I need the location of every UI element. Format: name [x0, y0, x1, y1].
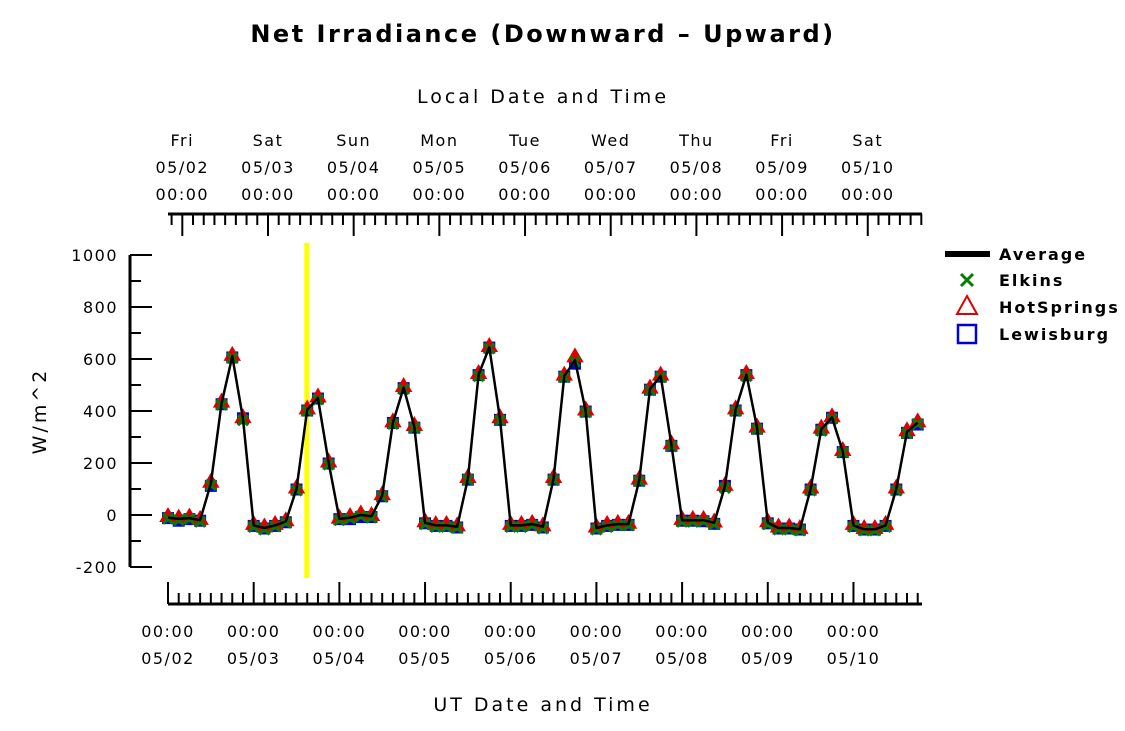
elkins-point — [761, 518, 774, 531]
elkins-point — [793, 524, 806, 537]
top-tick-day: Fri — [770, 131, 794, 150]
bottom-tick-date: 05/03 — [227, 649, 281, 668]
y-tick-label: 1000 — [71, 246, 118, 265]
top-tick-day: Thu — [678, 131, 714, 150]
top-axis: Fri 05/02 00:00 Sat 05/03 00:00 Sun 05/04 00:00 M… — [156, 131, 923, 236]
y-axis: -200 0 200 400 600 800 1000 — [71, 246, 152, 577]
bottom-tick-date: 05/04 — [313, 649, 367, 668]
legend-lewisburg-swatch — [956, 323, 978, 345]
y-axis-title: W/m^2 — [29, 368, 51, 455]
top-tick-day: Tue — [508, 131, 541, 150]
elkins-point — [526, 519, 539, 532]
bottom-tick-date: 05/05 — [398, 649, 452, 668]
elkins-point — [676, 515, 689, 528]
elkins-point — [354, 510, 367, 523]
bottom-tick-date: 05/08 — [655, 649, 709, 668]
top-tick-date: 05/03 — [241, 158, 295, 177]
elkins-point — [622, 519, 635, 532]
top-tick-time: 00:00 — [156, 185, 210, 204]
y-tick-label: 0 — [106, 506, 118, 525]
legend-label: Elkins — [999, 271, 1064, 290]
top-tick-date: 05/02 — [156, 158, 210, 177]
top-tick-day: Sun — [336, 131, 371, 150]
top-tick-date: 05/06 — [498, 158, 552, 177]
elkins-point — [418, 518, 432, 531]
top-tick-time: 00:00 — [670, 185, 724, 204]
bottom-tick-time: 00:00 — [227, 622, 281, 641]
bottom-tick-time: 00:00 — [741, 622, 795, 641]
top-tick-time: 00:00 — [584, 185, 638, 204]
legend-item-average: Average — [945, 245, 1087, 264]
legend-item-hotsprings: HotSprings — [955, 293, 1120, 317]
bottom-tick-time: 00:00 — [655, 622, 709, 641]
bottom-tick-time: 00:00 — [570, 622, 624, 641]
plot-area — [159, 337, 927, 537]
bottom-tick-date: 05/06 — [484, 649, 538, 668]
top-tick-day: Sat — [253, 131, 284, 150]
elkins-point — [879, 520, 892, 534]
elkins-point — [686, 515, 699, 528]
top-axis-title: Local Date and Time — [417, 86, 669, 108]
bottom-tick-time: 00:00 — [484, 622, 538, 641]
y-tick-label: 800 — [83, 298, 118, 317]
top-tick-date: 05/05 — [413, 158, 467, 177]
elkins-point — [611, 519, 624, 532]
bottom-tick-time: 00:00 — [141, 622, 195, 641]
top-tick-day: Fri — [171, 131, 195, 150]
elkins-point — [440, 520, 453, 534]
y-tick-label: 400 — [83, 402, 118, 421]
bottom-tick-date: 05/10 — [827, 649, 881, 668]
legend-label: HotSprings — [999, 298, 1120, 317]
top-tick-day: Wed — [591, 131, 630, 150]
legend-hotsprings-swatch — [955, 293, 979, 315]
legend-item-elkins: Elkins — [959, 271, 1064, 290]
bottom-axis-title: UT Date and Time — [433, 694, 652, 716]
legend-label: Lewisburg — [999, 325, 1110, 344]
top-tick-time: 00:00 — [841, 185, 895, 204]
bottom-tick-date: 05/02 — [141, 649, 195, 668]
top-tick-day: Mon — [420, 131, 458, 150]
legend-label: Average — [999, 245, 1087, 264]
hotsprings-series — [159, 337, 927, 534]
top-tick-date: 05/09 — [755, 158, 809, 177]
elkins-point — [451, 521, 464, 535]
elkins-point — [515, 520, 528, 534]
bottom-tick-date: 05/09 — [741, 649, 795, 668]
top-tick-time: 00:00 — [241, 185, 295, 204]
elkins-point — [504, 520, 517, 534]
elkins-point — [172, 514, 185, 527]
legend-item-lewisburg: Lewisburg — [956, 323, 1110, 345]
top-tick-time: 00:00 — [498, 185, 552, 204]
average-line — [167, 346, 919, 531]
elkins-point — [697, 515, 710, 528]
top-tick-time: 00:00 — [327, 185, 381, 204]
elkins-point — [783, 523, 796, 536]
legend-elkins-swatch — [959, 272, 975, 288]
top-tick-date: 05/07 — [584, 158, 638, 177]
top-tick-date: 05/04 — [327, 158, 381, 177]
bottom-tick-date: 05/07 — [570, 649, 624, 668]
elkins-point — [847, 520, 860, 534]
y-tick-label: 600 — [83, 350, 118, 369]
elkins-point — [601, 520, 614, 534]
elkins-point — [247, 520, 260, 534]
legend: Average Elkins HotSprings Lewisburg — [945, 245, 1120, 345]
elkins-series — [161, 342, 924, 537]
bottom-tick-time: 00:00 — [398, 622, 452, 641]
bottom-tick-time: 00:00 — [827, 622, 881, 641]
top-tick-time: 00:00 — [413, 185, 467, 204]
top-tick-time: 00:00 — [755, 185, 809, 204]
bottom-axis: 00:00 05/02 00:00 05/03 00:00 05/04 00:00 05/05… — [141, 582, 922, 668]
top-tick-day: Sat — [852, 131, 883, 150]
y-tick-label: 200 — [83, 454, 118, 473]
bottom-tick-time: 00:00 — [313, 622, 367, 641]
top-tick-date: 05/10 — [841, 158, 895, 177]
y-tick-label: -200 — [76, 558, 118, 577]
elkins-point — [365, 511, 378, 524]
elkins-point — [333, 514, 346, 527]
lewisburg-series — [162, 341, 924, 536]
chart-title: Net Irradiance (Downward – Upward) — [250, 20, 835, 48]
top-tick-date: 05/08 — [670, 158, 724, 177]
